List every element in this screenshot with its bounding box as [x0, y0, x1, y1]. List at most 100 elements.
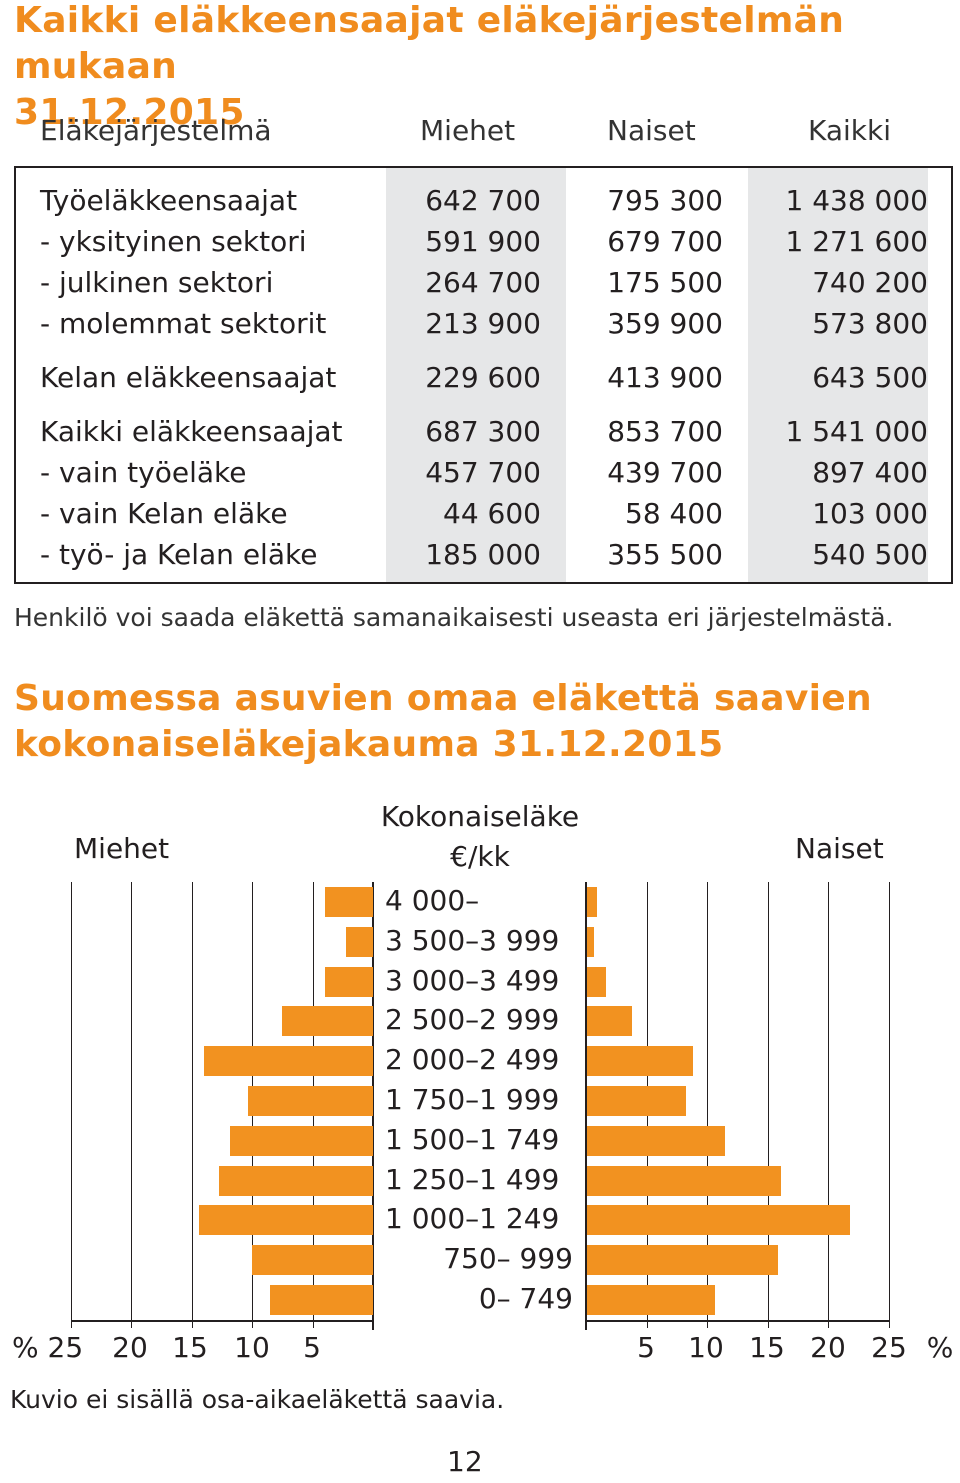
tick-label-right: 20: [810, 1331, 846, 1364]
left-baseline: [70, 1320, 373, 1322]
total-column-shade: [748, 168, 928, 582]
header-men: Miehet: [420, 114, 516, 147]
total-value: 643 500: [812, 361, 928, 394]
table-row: - molemmat sektorit 213 900 359 900 573 800: [0, 303, 960, 344]
bar-men: [324, 887, 373, 917]
header-system: Eläkejärjestelmä: [40, 114, 272, 147]
category-label: 1 000–1 249: [385, 1202, 560, 1236]
category-label: 3 000–3 499: [385, 963, 560, 997]
category-label: 1 250–1 499: [385, 1162, 560, 1196]
row-label: - työ- ja Kelan eläke: [40, 538, 318, 571]
bar-women: [587, 1285, 716, 1315]
women-value: 679 700: [607, 225, 723, 258]
row-label: - vain Kelan eläke: [40, 497, 288, 530]
bar-women: [587, 1006, 632, 1037]
table-row: Työeläkkeensaajat 642 700 795 300 1 438 000: [0, 180, 960, 221]
bar-men: [346, 926, 373, 957]
grid-line-right: [888, 882, 890, 1328]
tick-label-right: %: [926, 1331, 954, 1364]
grid-line-left: [191, 882, 193, 1328]
grid-line-right: [707, 882, 708, 1328]
tick-label-right: 5: [637, 1331, 655, 1364]
tick-label-left: 15: [172, 1331, 208, 1364]
category-label: 3 500–3 999: [385, 923, 560, 957]
total-value: 740 200: [812, 266, 928, 299]
right-baseline: [586, 1320, 889, 1322]
category-label: 2 000–2 499: [385, 1043, 560, 1077]
header-women: Naiset: [607, 114, 696, 147]
row-label: - molemmat sektorit: [40, 307, 327, 340]
row-label: Työeläkkeensaajat: [40, 184, 298, 217]
table-row: - julkinen sektori 264 700 175 500 740 200: [0, 262, 960, 303]
men-column-shade: [386, 168, 566, 582]
tick-label-left: 5: [303, 1331, 321, 1364]
table-title: Kaikki eläkkeensaajat eläkejärjestelmän …: [14, 0, 960, 136]
total-value: 573 800: [812, 307, 928, 340]
right-axis: [585, 882, 587, 1330]
bar-men: [198, 1205, 373, 1236]
tick-label-right: 15: [749, 1331, 785, 1364]
men-value: 642 700: [425, 184, 541, 217]
bar-men: [248, 1086, 373, 1116]
category-label: 750– 999: [443, 1242, 573, 1276]
women-value: 439 700: [607, 456, 723, 489]
women-value: 795 300: [607, 184, 723, 217]
bar-men: [230, 1125, 373, 1156]
table-row: Kelan eläkkeensaajat 229 600 413 900 643 50…: [0, 357, 960, 398]
bar-women: [587, 1205, 850, 1236]
bar-women: [587, 1165, 781, 1196]
category-label: 0– 749: [478, 1282, 573, 1315]
men-value: 264 700: [425, 266, 541, 299]
women-value: 58 400: [625, 497, 723, 530]
grid-line-right: [767, 882, 769, 1328]
right-label-women: Naiset: [795, 832, 884, 865]
grid-line-right: [828, 882, 829, 1328]
table-row: - vain Kelan eläke 44 600 58 400 103 000: [0, 493, 960, 534]
table-row: - vain työeläke 457 700 439 700 897 400: [0, 452, 960, 493]
women-value: 359 900: [607, 307, 723, 340]
row-label: - yksityinen sektori: [40, 225, 307, 258]
women-value: 355 500: [607, 538, 723, 571]
grid-line-left: [70, 882, 72, 1328]
total-value: 1 541 000: [785, 415, 928, 448]
table-note: Henkilö voi saada eläkettä samanaikaises…: [14, 603, 894, 632]
row-label: Kelan eläkkeensaajat: [40, 361, 337, 394]
row-label: - vain työeläke: [40, 456, 247, 489]
page-number: 12: [447, 1445, 483, 1478]
bar-men: [203, 1046, 373, 1077]
category-label: 2 500–2 999: [385, 1003, 560, 1037]
grid-line-left: [131, 882, 132, 1328]
chart-footnote: Kuvio ei sisällä osa-aikaeläkettä saavia…: [10, 1385, 505, 1414]
table-title-line2: 31.12.2015: [14, 92, 245, 133]
table-row: Kaikki eläkkeensaajat 687 300 853 700 1 541…: [0, 411, 960, 452]
table-title-line1: Kaikki eläkkeensaajat eläkejärjestelmän …: [14, 0, 845, 87]
table-row: - työ- ja Kelan eläke 185 000 355 500 540 5…: [0, 534, 960, 575]
tick-label-right: 10: [688, 1331, 724, 1364]
tick-label-left: 20: [112, 1331, 148, 1364]
category-label: 4 000–: [385, 884, 480, 917]
bar-women: [587, 1086, 687, 1116]
total-value: 1 271 600: [785, 225, 928, 258]
men-value: 229 600: [425, 361, 541, 394]
chart-title-line1: Suomessa asuvien omaa eläkettä saavien: [14, 678, 872, 719]
left-label-men: Miehet: [74, 832, 170, 865]
women-value: 853 700: [607, 415, 723, 448]
total-value: 540 500: [812, 538, 928, 571]
bar-women: [587, 966, 607, 997]
men-value: 591 900: [425, 225, 541, 258]
total-value: 1 438 000: [785, 184, 928, 217]
men-value: 44 600: [443, 497, 541, 530]
men-value: 213 900: [425, 307, 541, 340]
category-label: 1 750–1 999: [385, 1083, 560, 1116]
bar-women: [587, 887, 597, 917]
bar-women: [587, 1046, 694, 1077]
men-value: 687 300: [425, 415, 541, 448]
bar-women: [587, 926, 595, 957]
tick-label-left: 10: [234, 1331, 270, 1364]
men-value: 185 000: [425, 538, 541, 571]
men-value: 457 700: [425, 456, 541, 489]
women-value: 175 500: [607, 266, 723, 299]
row-label: - julkinen sektori: [40, 266, 274, 299]
left-axis: [372, 882, 374, 1330]
tick-label-left: % 25: [12, 1331, 84, 1364]
